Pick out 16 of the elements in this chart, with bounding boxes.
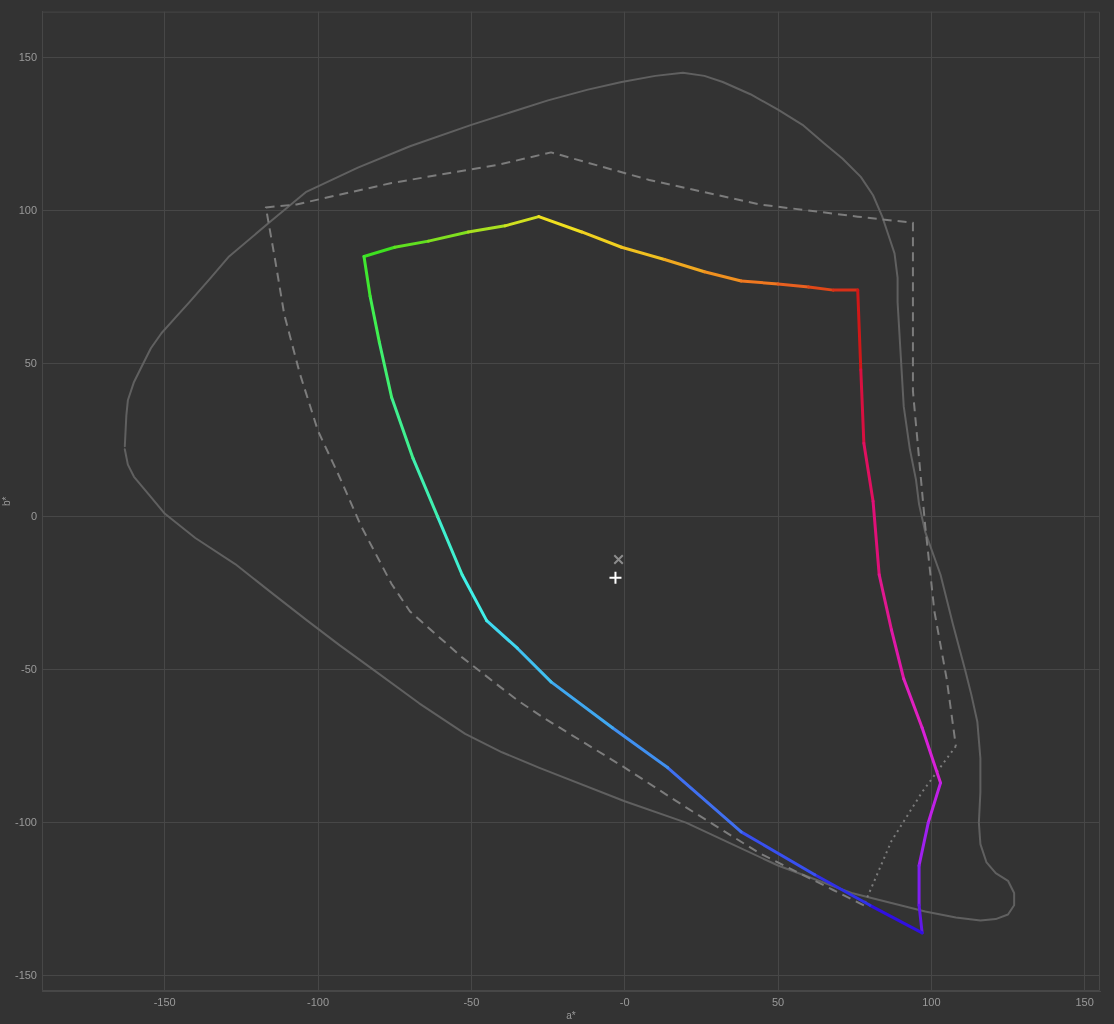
y-axis-title: b* (0, 496, 12, 507)
y-tick-label: 100 (18, 203, 37, 216)
x-tick-label: 150 (1075, 995, 1094, 1008)
y-tick-label: -100 (14, 815, 37, 828)
y-tick-label: 50 (24, 356, 37, 369)
x-tick-label: 50 (771, 995, 785, 1008)
x-axis-title: a* (566, 1009, 576, 1021)
y-tick-label: -150 (14, 968, 37, 981)
x-tick-label: -50 (463, 995, 480, 1008)
x-tick-label: 100 (922, 995, 941, 1008)
y-tick-label: 0 (30, 509, 37, 522)
y-tick-label: -50 (21, 662, 37, 675)
y-tick-label: 150 (18, 50, 37, 63)
x-tick-label: -0 (619, 995, 630, 1008)
x-tick-label: -100 (306, 995, 330, 1008)
x-tick-label: -150 (153, 995, 176, 1008)
